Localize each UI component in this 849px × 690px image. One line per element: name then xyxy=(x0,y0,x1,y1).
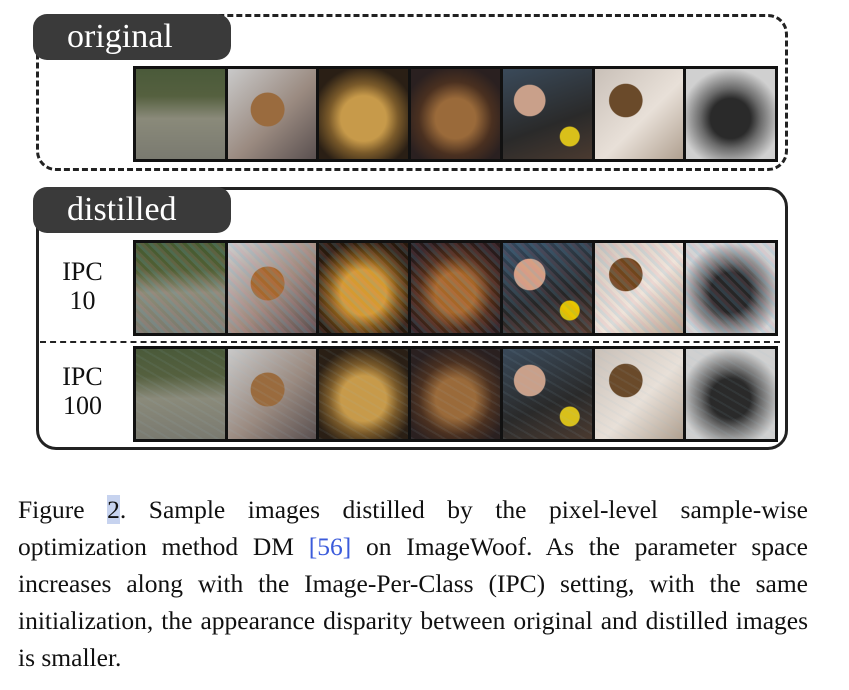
thumbnail-image xyxy=(502,349,592,439)
row-label-value: 10 xyxy=(69,286,96,315)
thumbnail-image xyxy=(686,349,776,439)
thumbnail-image xyxy=(686,243,776,333)
citation-link[interactable]: [56] xyxy=(308,532,352,561)
thumbnail-image xyxy=(594,243,684,333)
thumbnail-image xyxy=(502,69,592,159)
distilled-tag: distilled xyxy=(33,187,231,233)
ipc-100-label: IPC 100 xyxy=(40,362,125,420)
thumbnail-image xyxy=(136,349,225,439)
thumbnail-image xyxy=(227,349,317,439)
thumbnail-image xyxy=(502,243,592,333)
caption-text: . Sample images distilled by the pixel-l… xyxy=(18,495,808,561)
figure-number-link[interactable]: 2 xyxy=(107,495,120,524)
row-label-line: IPC xyxy=(62,257,103,286)
ipc-10-image-strip xyxy=(133,240,778,336)
thumbnail-image xyxy=(227,243,317,333)
ipc-10-label: IPC 10 xyxy=(40,257,125,315)
thumbnail-image xyxy=(136,243,225,333)
row-divider xyxy=(40,341,780,343)
thumbnail-image xyxy=(319,69,409,159)
thumbnail-image xyxy=(319,243,409,333)
thumbnail-image xyxy=(136,69,225,159)
thumbnail-image xyxy=(594,69,684,159)
ipc-100-image-strip xyxy=(133,346,778,442)
thumbnail-image xyxy=(594,349,684,439)
thumbnail-image xyxy=(319,349,409,439)
caption-prefix: Figure xyxy=(18,495,108,524)
figure-caption: Figure 2. Sample images distilled by the… xyxy=(18,491,808,676)
caption-text-rest: on ImageWoof. As the parameter space inc… xyxy=(18,532,808,672)
thumbnail-image xyxy=(411,349,500,439)
row-label-line: IPC xyxy=(62,362,103,391)
distilled-panel xyxy=(36,187,788,450)
thumbnail-image xyxy=(411,69,500,159)
original-panel xyxy=(36,14,788,171)
original-image-strip xyxy=(133,66,778,162)
thumbnail-image xyxy=(686,69,776,159)
thumbnail-image xyxy=(227,69,317,159)
original-tag: original xyxy=(33,14,231,60)
thumbnail-image xyxy=(411,243,500,333)
row-label-value: 100 xyxy=(63,391,102,420)
